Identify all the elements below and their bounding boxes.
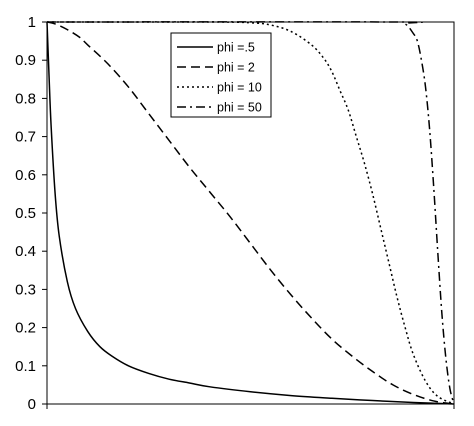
y-tick-label: 0.4 bbox=[15, 243, 36, 260]
y-axis-tick-labels: 0 0.1 0.2 0.3 0.4 0.5 0.6 0.7 0.8 0.9 1 bbox=[15, 14, 36, 413]
y-tick-label: 0.2 bbox=[15, 320, 36, 337]
series-line-2 bbox=[46, 21, 455, 405]
series-line-1 bbox=[46, 21, 455, 405]
y-tick-label: 0.6 bbox=[15, 167, 36, 184]
y-tick-label: 1 bbox=[28, 14, 36, 31]
legend: phi =.5 phi = 2 phi = 10 phi = 50 bbox=[170, 32, 272, 118]
y-tick-label: 0.8 bbox=[15, 90, 36, 107]
y-tick-label: 0 bbox=[28, 396, 36, 413]
legend-label-3: phi = 10 bbox=[217, 81, 262, 95]
y-tick-label: 0.7 bbox=[15, 129, 36, 146]
legend-label-4: phi = 50 bbox=[217, 101, 262, 115]
legend-label-2: phi = 2 bbox=[217, 61, 255, 75]
y-tick-label: 0.5 bbox=[15, 205, 36, 222]
y-axis-ticks bbox=[42, 21, 455, 409]
y-tick-label: 0.9 bbox=[15, 52, 36, 69]
y-tick-label: 0.3 bbox=[15, 281, 36, 298]
y-tick-label: 0.1 bbox=[15, 358, 36, 375]
legend-label-1: phi =.5 bbox=[217, 41, 255, 55]
plot-frame bbox=[46, 21, 455, 405]
